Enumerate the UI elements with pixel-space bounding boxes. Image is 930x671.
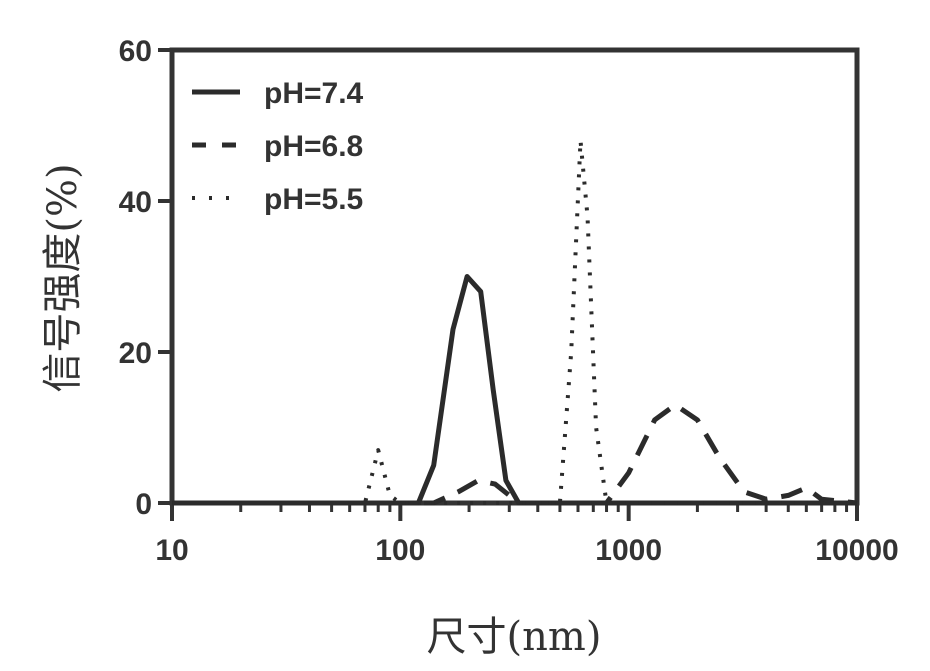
y-tick-label: 60 <box>119 35 152 68</box>
plot-frame <box>172 50 857 503</box>
x-tick-label: 10 <box>155 534 188 567</box>
series-solid-line <box>172 277 857 504</box>
legend-label: pH=5.5 <box>264 183 363 216</box>
x-tick-label: 10000 <box>815 534 898 567</box>
x-axis-title: 尺寸(nm) <box>427 614 602 660</box>
legend: pH=7.4 pH=6.8 pH=5.5 <box>192 77 364 216</box>
x-tick-label: 100 <box>375 534 425 567</box>
y-axis-title: 信号强度(%) <box>40 163 86 392</box>
legend-label: pH=6.8 <box>264 130 363 163</box>
axes <box>172 50 857 503</box>
y-tick-label: 0 <box>135 488 152 521</box>
legend-label: pH=7.4 <box>264 77 364 110</box>
x-tick-label: 1000 <box>595 534 662 567</box>
y-tick-label: 20 <box>119 337 152 370</box>
y-tick-label: 40 <box>119 186 152 219</box>
series-dashed-line <box>172 405 857 503</box>
